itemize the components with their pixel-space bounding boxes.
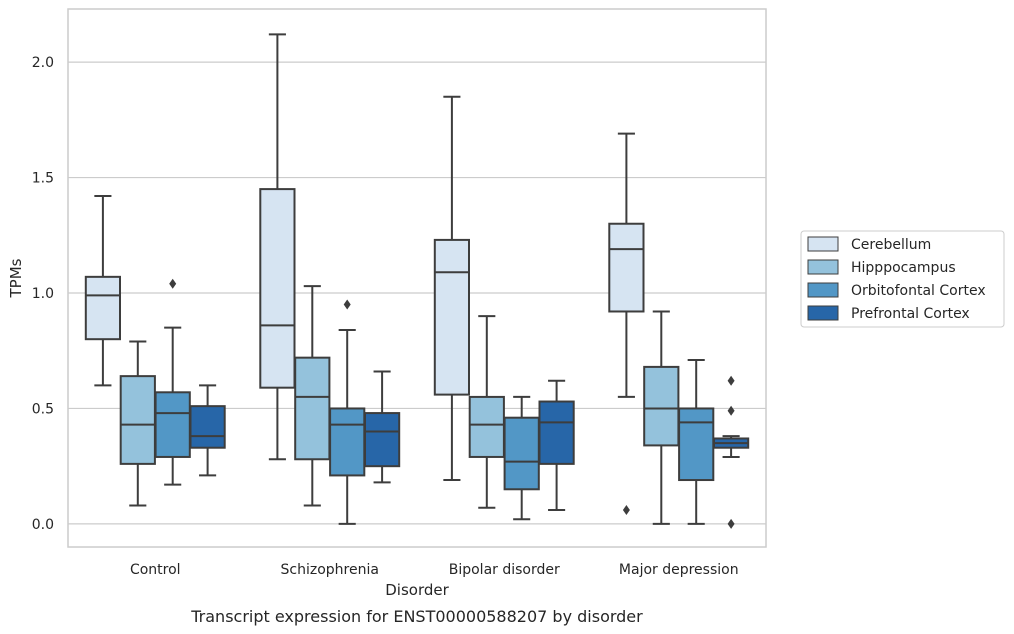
box-plot — [608, 132, 645, 516]
y-tick-label: 1.0 — [32, 286, 54, 302]
legend-swatch — [807, 236, 839, 252]
x-tick-label: Control — [130, 562, 181, 578]
box-plot — [468, 315, 505, 509]
legend-swatch — [807, 259, 839, 275]
x-tick-label: Major depression — [619, 562, 739, 578]
y-axis-label: TPMs — [7, 258, 25, 298]
legend-frame — [800, 230, 1005, 328]
box — [259, 188, 296, 389]
box-plot — [119, 340, 156, 507]
outlier-point — [343, 299, 351, 310]
box-plot — [189, 384, 226, 477]
box-plot — [503, 395, 540, 521]
chart-caption: Transcript expression for ENST0000058820… — [190, 607, 643, 626]
box-plot — [678, 358, 715, 525]
box-layer — [84, 33, 750, 529]
box — [154, 391, 191, 458]
box-plot — [538, 379, 575, 512]
legend-label: Prefrontal Cortex — [851, 306, 970, 322]
box — [119, 375, 156, 465]
box-plot — [363, 370, 401, 484]
plot-frame — [67, 8, 767, 548]
y-tick-label: 1.5 — [32, 171, 54, 187]
box — [608, 222, 645, 313]
box — [294, 356, 331, 461]
box — [468, 395, 505, 458]
tick-layer: 0.0 0.5 1.0 1.5 2.0 Control Schizophrenia Bipol… — [32, 55, 739, 578]
outlier-point — [727, 518, 735, 529]
legend-label: Cerebellum — [851, 237, 931, 253]
outlier-point — [169, 278, 177, 289]
legend-label: Orbitofontal Cortex — [851, 283, 986, 299]
y-tick-label: 2.0 — [32, 55, 54, 71]
box — [189, 405, 226, 449]
box-plot — [433, 95, 471, 482]
box-plot — [84, 195, 122, 387]
y-tick-label: 0.5 — [32, 401, 54, 417]
box — [329, 407, 366, 477]
box — [643, 365, 680, 447]
legend: Cerebellum Hipppocampus Orbitofontal Corte… — [800, 230, 1005, 328]
y-tick-label: 0.0 — [32, 517, 54, 533]
x-tick-label: Schizophrenia — [281, 562, 379, 578]
box — [503, 416, 540, 491]
box-plot — [329, 299, 366, 525]
box-plot — [643, 310, 680, 525]
box-plot — [259, 33, 296, 461]
box-plot — [294, 285, 331, 507]
x-tick-label: Bipolar disorder — [449, 562, 560, 578]
box-plot — [712, 375, 750, 529]
x-axis-label: Disorder — [385, 581, 449, 599]
box — [433, 238, 471, 396]
box — [84, 275, 122, 341]
box-plot — [154, 278, 191, 486]
outlier-point — [622, 505, 630, 516]
legend-swatch — [807, 282, 839, 298]
box — [363, 412, 401, 468]
box — [678, 407, 715, 482]
outlier-point — [727, 375, 735, 386]
box — [538, 400, 575, 465]
legend-label: Hipppocampus — [851, 260, 956, 276]
outlier-point — [727, 405, 735, 416]
legend-swatch — [807, 305, 839, 321]
